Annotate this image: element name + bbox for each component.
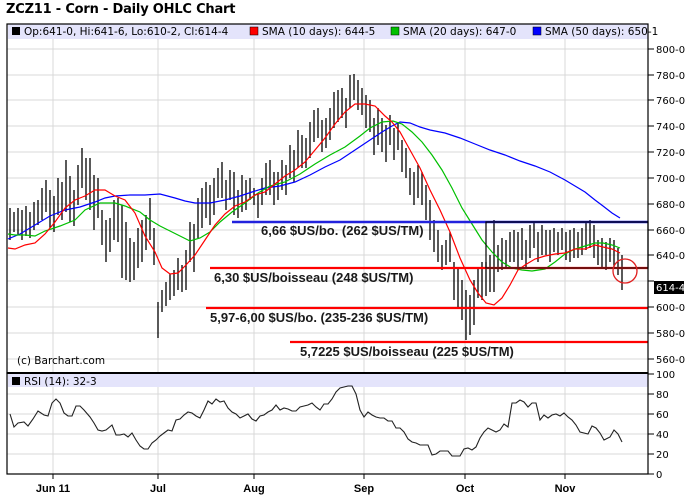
x-tick-aug: Aug — [243, 483, 264, 495]
last-price-tag-bg — [654, 281, 684, 294]
rsi-tick: 0 — [656, 470, 662, 481]
price-tick: 680-0 — [656, 200, 685, 211]
sma50-line — [7, 121, 621, 240]
rsi-legend-band — [8, 374, 648, 387]
x-tick-sep: Sep — [354, 483, 374, 495]
sma20-legend-swatch — [390, 26, 400, 36]
rsi-legend-label: RSI (14): 32-3 — [24, 376, 97, 388]
ohlc-legend-swatch — [12, 27, 20, 35]
ohlc-legend-label: Op:641-0, Hi:641-6, Lo:610-2, Cl:614-4 — [24, 26, 229, 38]
price-tick: 740-0 — [656, 122, 685, 133]
price-tick: 600-0 — [656, 303, 685, 314]
annotation-600-label: 5,97-6,00 $US/bo. (235-236 $US/TM) — [210, 310, 428, 325]
price-tick: 760-0 — [656, 96, 685, 107]
price-gridlines — [7, 24, 648, 474]
annotation-666-label: 6,66 $US/bo. (262 $US/TM) — [261, 223, 424, 238]
sma20-line — [7, 120, 621, 272]
x-tick-jul: Jul — [150, 483, 166, 495]
sma50-legend-swatch — [532, 26, 542, 36]
barchart-credit: (c) Barchart.com — [17, 355, 105, 367]
price-tick: 800-0 — [656, 45, 685, 56]
rsi-tick: 40 — [656, 430, 669, 441]
x-tick-nov: Nov — [555, 483, 577, 495]
rsi-panel: RSI (14): 32-3 — [6, 372, 649, 475]
sma10-line — [7, 103, 621, 306]
x-tick-jun: Jun 11 — [36, 483, 70, 495]
rsi-axis: 100 80 60 40 20 0 — [648, 370, 675, 481]
price-tick: 700-0 — [656, 174, 685, 185]
sma50-legend-label: SMA (50 days): 650-1 — [545, 26, 658, 38]
sma10-legend-swatch — [249, 26, 259, 36]
rsi-line — [9, 385, 623, 457]
last-price-tag: 614-4 — [656, 283, 685, 294]
annotation-630-label: 6,30 $US/boisseau (248 $US/TM) — [214, 270, 413, 285]
x-tick-oct: Oct — [456, 483, 475, 495]
annotation-572-label: 5,7225 $US/boisseau (225 $US/TM) — [300, 344, 514, 359]
sma10-legend-label: SMA (10 days): 644-5 — [262, 26, 375, 38]
rsi-tick: 100 — [656, 370, 675, 381]
breakdown-circle-highlight — [612, 258, 638, 284]
rsi-legend-swatch — [12, 377, 20, 385]
rsi-tick: 60 — [656, 410, 669, 421]
ohlc-bars — [9, 74, 623, 340]
sma20-legend-label: SMA (20 days): 647-0 — [403, 26, 516, 38]
rsi-tick: 20 — [656, 450, 669, 461]
price-legend-band — [8, 24, 648, 39]
rsi-tick: 80 — [656, 390, 669, 401]
price-tick: 780-0 — [656, 71, 685, 82]
price-tick: 640-0 — [656, 251, 685, 262]
x-axis: Jun 11 Jul Aug Sep Oct Nov — [36, 474, 576, 495]
price-tick: 660-0 — [656, 226, 685, 237]
price-tick: 720-0 — [656, 148, 685, 159]
chart-title: ZCZ11 - Corn - Daily OHLC Chart — [6, 2, 236, 17]
price-panel: 6,66 $US/bo. (262 $US/TM) 6,30 $US/boiss… — [6, 23, 658, 474]
price-tick: 560-0 — [656, 355, 685, 366]
price-axis: 800-0 780-0 760-0 740-0 720-0 700-0 680-… — [648, 45, 685, 366]
price-tick: 580-0 — [656, 329, 685, 340]
